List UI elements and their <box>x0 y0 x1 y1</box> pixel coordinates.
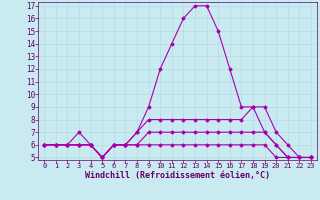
X-axis label: Windchill (Refroidissement éolien,°C): Windchill (Refroidissement éolien,°C) <box>85 171 270 180</box>
